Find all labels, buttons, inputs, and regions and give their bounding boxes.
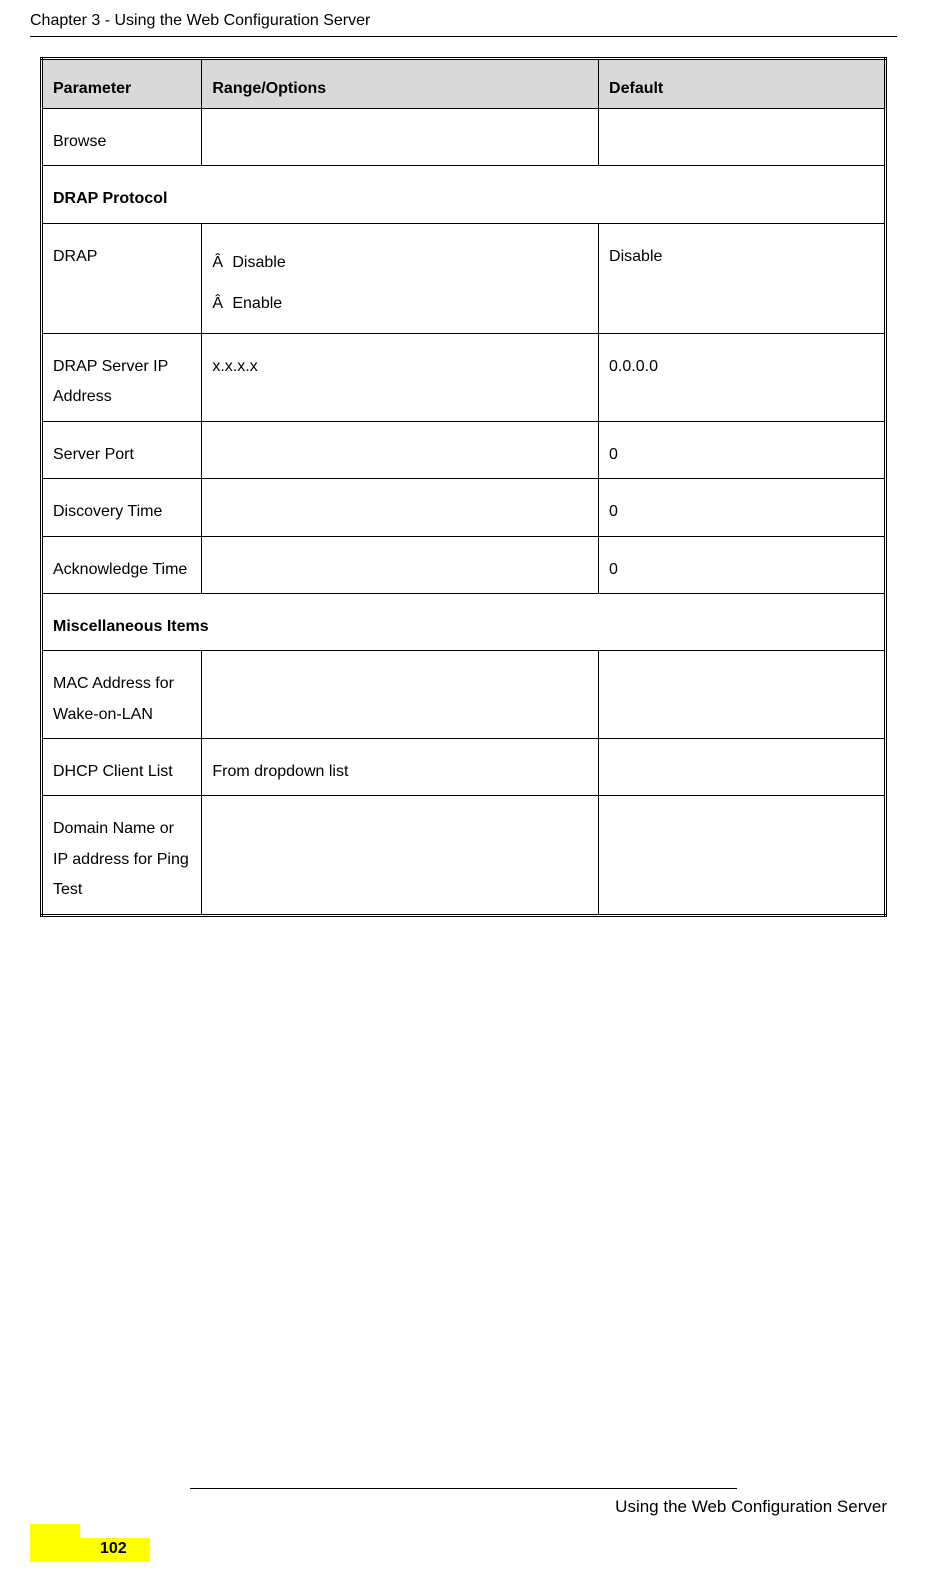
default-cell	[599, 651, 886, 739]
default-cell	[599, 796, 886, 915]
default-cell	[599, 739, 886, 796]
table-row: DRAP ÂDisable ÂEnable Disable	[42, 223, 886, 333]
table-row: DRAP Server IP Address x.x.x.x 0.0.0.0	[42, 333, 886, 421]
default-cell: 0	[599, 479, 886, 536]
highlight-block-icon	[30, 1524, 80, 1538]
section-header: DRAP Protocol	[42, 166, 886, 223]
section-header: Miscellaneous Items	[42, 593, 886, 650]
param-cell: DRAP Server IP Address	[42, 333, 202, 421]
range-cell	[202, 479, 599, 536]
page-content: Parameter Range/Options Default Browse D…	[0, 37, 927, 937]
parameter-table: Parameter Range/Options Default Browse D…	[40, 57, 887, 917]
param-cell: Domain Name or IP address for Ping Test	[42, 796, 202, 915]
default-cell	[599, 109, 886, 166]
table-row: Domain Name or IP address for Ping Test	[42, 796, 886, 915]
page-number: 102	[100, 1540, 127, 1558]
range-cell	[202, 421, 599, 478]
page-footer: Using the Web Configuration Server 102	[0, 1488, 927, 1562]
param-cell: Browse	[42, 109, 202, 166]
bullet-icon: Â	[212, 242, 232, 284]
range-cell: x.x.x.x	[202, 333, 599, 421]
param-cell: Discovery Time	[42, 479, 202, 536]
param-cell: DHCP Client List	[42, 739, 202, 796]
table-row: Server Port 0	[42, 421, 886, 478]
default-cell: 0	[599, 536, 886, 593]
option-text: Disable	[232, 254, 285, 271]
param-cell: MAC Address for Wake-on-LAN	[42, 651, 202, 739]
default-cell: Disable	[599, 223, 886, 333]
range-cell: ÂDisable ÂEnable	[202, 223, 599, 333]
header-default: Default	[599, 59, 886, 109]
range-cell	[202, 651, 599, 739]
table-row: Acknowledge Time 0	[42, 536, 886, 593]
param-cell: Server Port	[42, 421, 202, 478]
bullet-icon: Â	[212, 283, 232, 325]
table-section-row: Miscellaneous Items	[42, 593, 886, 650]
default-cell: 0.0.0.0	[599, 333, 886, 421]
highlight-block-icon	[30, 1538, 150, 1562]
table-row: Browse	[42, 109, 886, 166]
chapter-title: Chapter 3 - Using the Web Configuration …	[30, 12, 370, 29]
param-cell: DRAP	[42, 223, 202, 333]
footer-bottom: 102	[0, 1532, 927, 1562]
footer-section-title: Using the Web Configuration Server	[0, 1489, 927, 1517]
default-cell: 0	[599, 421, 886, 478]
param-cell: Acknowledge Time	[42, 536, 202, 593]
table-row: MAC Address for Wake-on-LAN	[42, 651, 886, 739]
table-row: Discovery Time 0	[42, 479, 886, 536]
range-cell	[202, 536, 599, 593]
table-section-row: DRAP Protocol	[42, 166, 886, 223]
table-row: DHCP Client List From dropdown list	[42, 739, 886, 796]
chapter-header: Chapter 3 - Using the Web Configuration …	[30, 0, 897, 37]
option-text: Enable	[232, 295, 282, 312]
header-parameter: Parameter	[42, 59, 202, 109]
range-cell	[202, 109, 599, 166]
header-range: Range/Options	[202, 59, 599, 109]
table-header-row: Parameter Range/Options Default	[42, 59, 886, 109]
range-cell: From dropdown list	[202, 739, 599, 796]
range-cell	[202, 796, 599, 915]
